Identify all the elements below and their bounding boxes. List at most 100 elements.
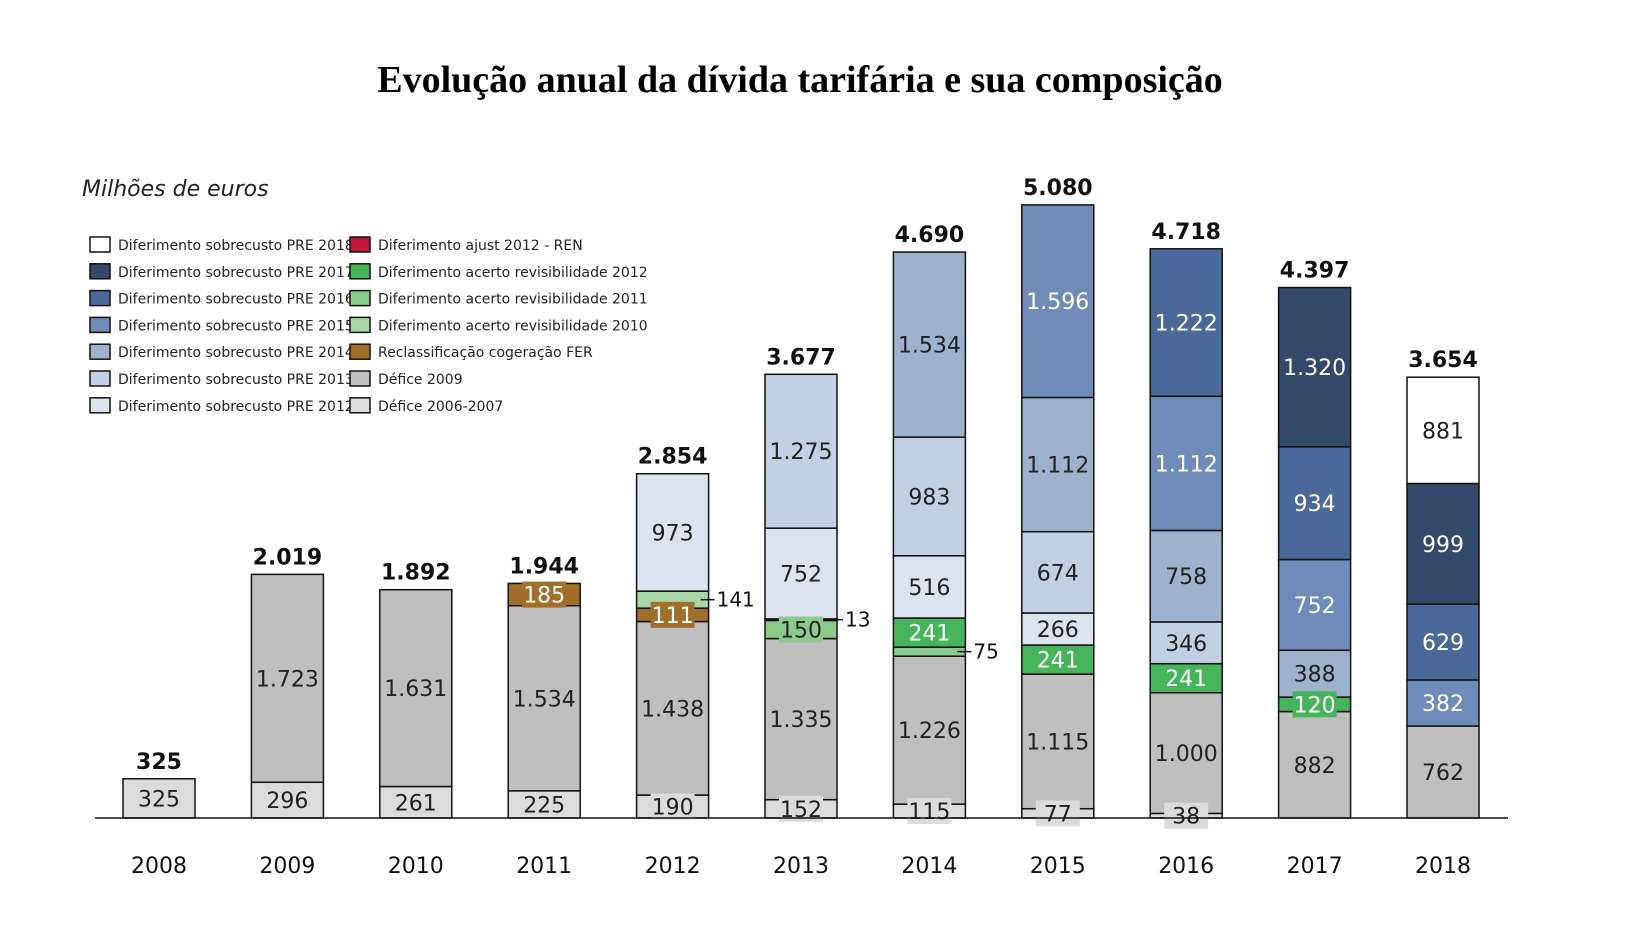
- legend-swatch: [89, 263, 111, 280]
- bar-segment: [507, 790, 581, 819]
- segment-label: 185: [523, 584, 565, 609]
- legend-label: Diferimento acerto revisibilidade 2010: [378, 318, 648, 334]
- segment-label: 152: [780, 798, 822, 823]
- total-label: 4.397: [1280, 259, 1350, 284]
- x-tick-label: 2012: [645, 854, 701, 879]
- bar-segment: [1406, 679, 1480, 727]
- total-label: 2.019: [253, 545, 323, 570]
- segment-label-background: [522, 581, 567, 608]
- legend-label: Défice 2009: [378, 372, 463, 388]
- bar-segment: [1149, 395, 1223, 532]
- segment-label: 752: [1294, 594, 1336, 619]
- segment-label: 1.000: [1155, 742, 1218, 767]
- segment-label: 241: [1037, 649, 1079, 674]
- legend-swatch: [349, 370, 371, 387]
- segment-label: 77: [1044, 802, 1072, 827]
- segment-label: 516: [908, 576, 950, 601]
- bar-segment: [1406, 482, 1480, 605]
- segment-label: 120: [1294, 693, 1336, 718]
- legend-label: Diferimento sobrecusto PRE 2017: [118, 265, 354, 281]
- segment-label-background: [1164, 802, 1209, 829]
- total-label: 5.080: [1023, 176, 1093, 201]
- bar-segment: [1021, 530, 1095, 614]
- legend-label: Reclassificação cogeração FER: [378, 345, 593, 361]
- segment-label-background: [1292, 691, 1337, 718]
- bar-segment: [1021, 612, 1095, 646]
- legend-label: Diferimento sobrecusto PRE 2016: [118, 292, 354, 308]
- bar-segment: [892, 646, 967, 657]
- legend-swatch: [349, 289, 371, 307]
- segment-label: 1.534: [898, 334, 961, 359]
- segment-label: 346: [1165, 632, 1207, 657]
- segment-label: 752: [780, 563, 822, 588]
- total-label: 3.654: [1408, 348, 1478, 373]
- bar-segment: [1149, 662, 1223, 694]
- x-tick-label: 2016: [1158, 854, 1214, 879]
- bar-segment: [379, 588, 453, 788]
- segment-label: 674: [1037, 561, 1079, 586]
- x-tick-label: 2014: [901, 854, 957, 879]
- legend-swatch: [349, 343, 371, 360]
- legend-label: Diferimento sobrecusto PRE 2012: [118, 399, 354, 415]
- segment-label: 150: [780, 619, 822, 644]
- legend-swatch: [349, 397, 371, 414]
- legend-swatch: [89, 370, 111, 387]
- segment-label-background: [650, 601, 695, 628]
- x-tick-label: 2010: [388, 854, 444, 879]
- segment-label-background: [1035, 800, 1080, 827]
- legend-label: Diferimento sobrecusto PRE 2014: [118, 345, 354, 361]
- segment-label: 38: [1172, 805, 1200, 830]
- bar-segment: [1149, 691, 1223, 815]
- segment-label: 382: [1422, 692, 1464, 717]
- segment-label-background: [907, 798, 952, 825]
- x-tick-label: 2008: [131, 854, 187, 879]
- x-tick-label: 2015: [1030, 854, 1086, 879]
- segment-label: 1.112: [1026, 454, 1089, 479]
- bar-segment: [635, 472, 710, 592]
- segment-label: 241: [1165, 667, 1207, 692]
- y-axis-unit-label: Milhões de euros: [82, 177, 269, 202]
- x-tick-label: 2017: [1287, 854, 1343, 879]
- bar-segment: [892, 436, 967, 557]
- total-label: 4.718: [1151, 220, 1221, 245]
- segment-label: 115: [908, 800, 950, 825]
- legend-swatch: [349, 263, 371, 280]
- legend-label: Défice 2006-2007: [378, 399, 503, 415]
- bar-segment: [1406, 376, 1480, 485]
- bar-segment: [892, 655, 967, 805]
- segment-label: 882: [1294, 754, 1336, 779]
- segment-label: 1.226: [898, 719, 961, 744]
- bar-segment: [507, 604, 581, 792]
- x-tick-label: 2013: [773, 854, 829, 879]
- segment-label: 261: [395, 791, 437, 816]
- legend-swatch: [89, 236, 111, 253]
- bar-segment: [892, 555, 967, 619]
- segment-label: 75: [973, 640, 998, 664]
- legend-swatch: [349, 236, 371, 253]
- total-label: 2.854: [638, 445, 708, 470]
- bar-segment: [1021, 673, 1095, 810]
- legend-label: Diferimento acerto revisibilidade 2011: [378, 292, 648, 308]
- segment-label: 1.115: [1026, 730, 1089, 755]
- bar-segment: [1149, 248, 1223, 398]
- segment-label: 190: [652, 796, 694, 821]
- x-tick-label: 2018: [1415, 854, 1471, 879]
- segment-label: 1.596: [1026, 290, 1089, 315]
- segment-label: 973: [652, 521, 694, 546]
- total-label: 4.690: [895, 223, 965, 248]
- segment-label: 241: [908, 622, 950, 647]
- legend-swatch: [349, 316, 371, 334]
- bar-segment: [764, 527, 838, 620]
- segment-label: 1.631: [384, 677, 447, 702]
- segment-label: 983: [908, 485, 950, 510]
- total-label: 1.892: [381, 561, 451, 586]
- total-label: 3.677: [766, 345, 836, 370]
- bar-segment: [1021, 204, 1095, 399]
- bar-segment: [635, 620, 710, 796]
- legend-label: Diferimento sobrecusto PRE 2015: [118, 318, 354, 334]
- legend-swatch: [89, 289, 111, 307]
- segment-label: 999: [1422, 533, 1464, 558]
- bar-segment: [1021, 396, 1095, 533]
- legend-label: Diferimento ajust 2012 - REN: [378, 238, 583, 254]
